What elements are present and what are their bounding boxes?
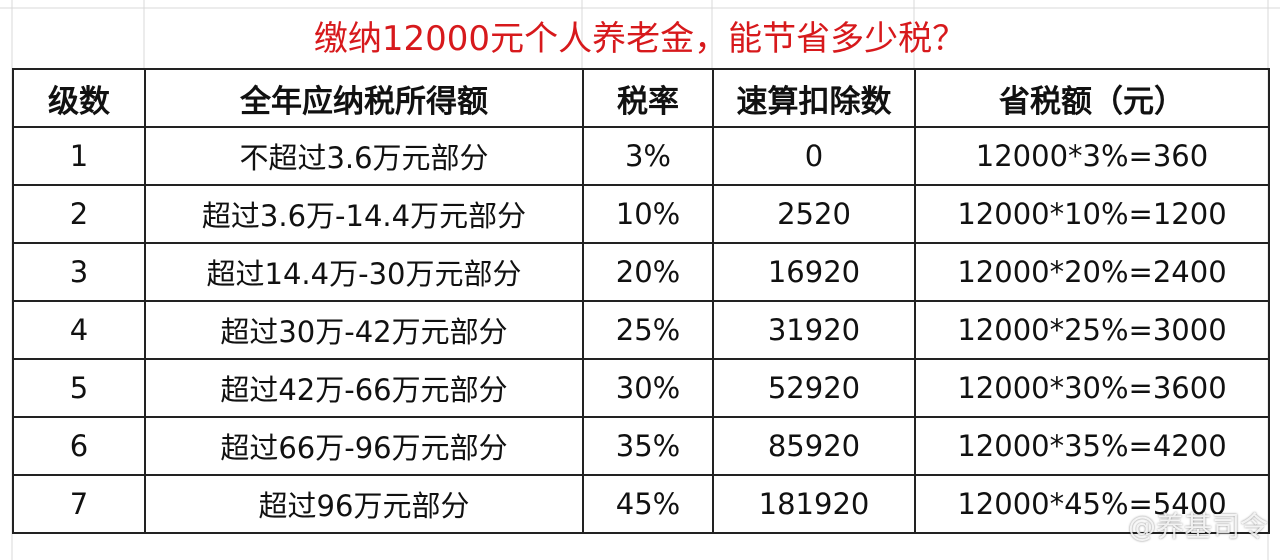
table-cell: 超过66万-96万元部分	[144, 416, 584, 476]
table-cell: 35%	[582, 416, 714, 476]
tax-table: 级数 全年应纳税所得额 税率 速算扣除数 省税额（元） 1 不超过3.6万元部分 3% 0 12…	[12, 68, 1270, 534]
table-row: 5 超过42万-66万元部分 30% 52920 12000*30%=3600	[12, 358, 1270, 418]
column-header: 税率	[582, 68, 714, 128]
table-row: 7 超过96万元部分 45% 181920 12000*45%=5400	[12, 474, 1270, 534]
column-header: 省税额（元）	[914, 68, 1270, 128]
table-cell: 0	[712, 126, 916, 186]
column-header: 速算扣除数	[712, 68, 916, 128]
table-row: 1 不超过3.6万元部分 3% 0 12000*3%=360	[12, 126, 1270, 186]
table-cell: 不超过3.6万元部分	[144, 126, 584, 186]
table-cell: 12000*10%=1200	[914, 184, 1270, 244]
table-cell: 超过96万元部分	[144, 474, 584, 534]
table-cell: 2520	[712, 184, 916, 244]
table-cell: 85920	[712, 416, 916, 476]
watermark: @养基司令	[1127, 510, 1268, 543]
table-cell: 12000*30%=3600	[914, 358, 1270, 418]
column-header: 级数	[12, 68, 146, 128]
table-cell: 20%	[582, 242, 714, 302]
title: 缴纳12000元个人养老金，能节省多少税？	[313, 19, 967, 59]
table-cell: 12000*3%=360	[914, 126, 1270, 186]
table-cell: 12000*45%=5400	[914, 474, 1270, 534]
table-row: 3 超过14.4万-30万元部分 20% 16920 12000*20%=2400	[12, 242, 1270, 302]
table-cell: 25%	[582, 300, 714, 360]
table-cell: 2	[12, 184, 146, 244]
table-cell: 超过14.4万-30万元部分	[144, 242, 584, 302]
table-cell: 1	[12, 126, 146, 186]
table-row: 2 超过3.6万-14.4万元部分 10% 2520 12000*10%=1200	[12, 184, 1270, 244]
header-row: 级数 全年应纳税所得额 税率 速算扣除数 省税额（元）	[12, 68, 1270, 128]
table-cell: 超过42万-66万元部分	[144, 358, 584, 418]
table-cell: 12000*35%=4200	[914, 416, 1270, 476]
table-cell: 7	[12, 474, 146, 534]
table-cell: 52920	[712, 358, 916, 418]
table-cell: 45%	[582, 474, 714, 534]
table-cell: 30%	[582, 358, 714, 418]
table-cell: 10%	[582, 184, 714, 244]
table-cell: 5	[12, 358, 146, 418]
table-cell: 6	[12, 416, 146, 476]
table-cell: 超过3.6万-14.4万元部分	[144, 184, 584, 244]
table-row: 6 超过66万-96万元部分 35% 85920 12000*35%=4200	[12, 416, 1270, 476]
table-cell: 3	[12, 242, 146, 302]
table-cell: 超过30万-42万元部分	[144, 300, 584, 360]
table-cell: 12000*25%=3000	[914, 300, 1270, 360]
table-cell: 3%	[582, 126, 714, 186]
table-cell: 4	[12, 300, 146, 360]
table-cell: 31920	[712, 300, 916, 360]
table-cell: 12000*20%=2400	[914, 242, 1270, 302]
table-row: 4 超过30万-42万元部分 25% 31920 12000*25%=3000	[12, 300, 1270, 360]
table-cell: 16920	[712, 242, 916, 302]
table-cell: 181920	[712, 474, 916, 534]
column-header: 全年应纳税所得额	[144, 68, 584, 128]
